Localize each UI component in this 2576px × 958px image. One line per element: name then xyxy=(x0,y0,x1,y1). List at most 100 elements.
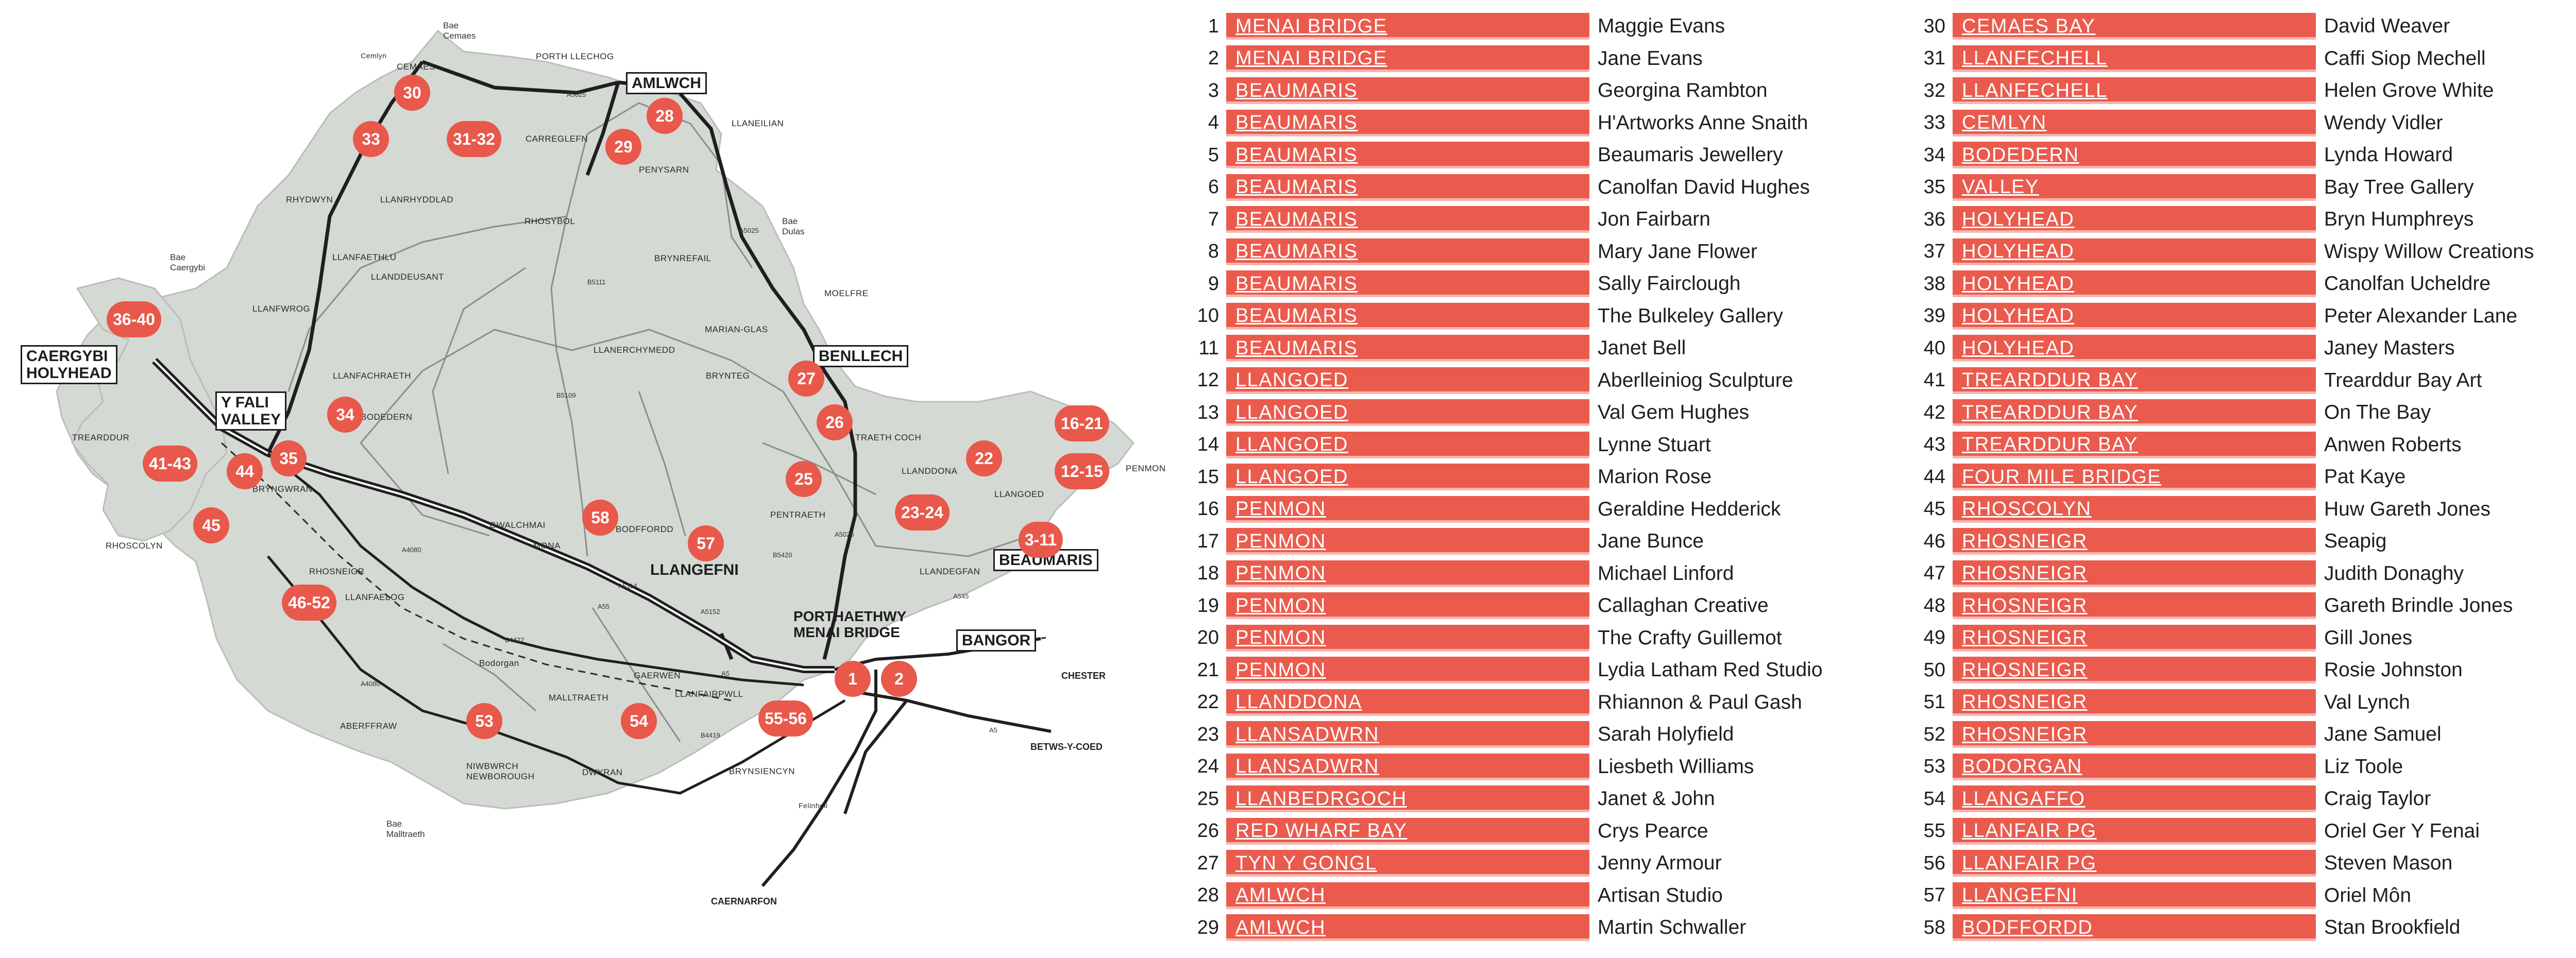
listing-location-link[interactable]: PENMON xyxy=(1226,657,1589,684)
listing-location-link[interactable]: FOUR MILE BRIDGE xyxy=(1953,464,2316,491)
listing-location-link[interactable]: HOLYHEAD xyxy=(1953,270,2316,298)
listing-location-link[interactable]: MENAI BRIDGE xyxy=(1226,13,1589,40)
listing-location-link[interactable]: TREARDDUR BAY xyxy=(1953,431,2316,458)
map-marker-57[interactable]: 57 xyxy=(688,525,724,561)
listing-location-link[interactable]: HOLYHEAD xyxy=(1953,238,2316,265)
listing-location-link[interactable]: BEAUMARIS xyxy=(1226,77,1589,105)
map-marker-27[interactable]: 27 xyxy=(788,361,824,397)
road-a5025-northeast: A5025 xyxy=(739,227,759,234)
listing-location-link[interactable]: LLANFECHELL xyxy=(1953,77,2316,105)
listing-location-link[interactable]: RHOSNEIGR xyxy=(1953,528,2316,555)
listing-location-link[interactable]: LLANGOED xyxy=(1226,399,1589,426)
map-marker-41-43[interactable]: 41-43 xyxy=(143,446,197,482)
listing-location-link[interactable]: LLANGOED xyxy=(1226,367,1589,394)
listing-location-link[interactable]: LLANFAIR PG xyxy=(1953,817,2316,845)
map-marker-55-56[interactable]: 55-56 xyxy=(758,700,813,737)
map-marker-12-15[interactable]: 12-15 xyxy=(1055,453,1109,489)
listing-location-link[interactable]: LLANFAIR PG xyxy=(1953,850,2316,877)
listing-artist-name: Gill Jones xyxy=(2324,626,2413,649)
listing-location-link[interactable]: HOLYHEAD xyxy=(1953,302,2316,330)
map-marker-36-40[interactable]: 36-40 xyxy=(107,301,161,337)
listing-artist-name: On The Bay xyxy=(2324,401,2431,424)
listing-location-link[interactable]: LLANGAFFO xyxy=(1953,785,2316,813)
listing-number: 21 xyxy=(1197,659,1219,681)
map-marker-16-21[interactable]: 16-21 xyxy=(1055,405,1109,441)
listing-location-link[interactable]: BODORGAN xyxy=(1953,753,2316,780)
map-marker-58[interactable]: 58 xyxy=(582,500,618,536)
listing-number: 17 xyxy=(1197,530,1219,552)
listing-row: 50 RHOSNEIGR Rosie Johnston xyxy=(1901,654,2534,687)
listing-location-link[interactable]: RHOSNEIGR xyxy=(1953,592,2316,620)
listing-location-link[interactable]: BEAUMARIS xyxy=(1226,174,1589,201)
listing-location-link[interactable]: VALLEY xyxy=(1953,174,2316,201)
listing-location-link[interactable]: TYN Y GONGL xyxy=(1226,850,1589,877)
listing-location-link[interactable]: BEAUMARIS xyxy=(1226,270,1589,298)
map-marker-25[interactable]: 25 xyxy=(786,461,822,497)
listing-location-link[interactable]: CEMAES BAY xyxy=(1953,13,2316,40)
listing-location-link[interactable]: LLANFECHELL xyxy=(1953,45,2316,72)
listing-number: 54 xyxy=(1923,788,1945,810)
listing-location-link[interactable]: RHOSNEIGR xyxy=(1953,624,2316,652)
listing-location-link[interactable]: PENMON xyxy=(1226,528,1589,555)
listing-location-link[interactable]: PENMON xyxy=(1226,624,1589,652)
listing-location-link[interactable]: PENMON xyxy=(1226,560,1589,587)
map-marker-53[interactable]: 53 xyxy=(466,703,502,739)
listing-location-link[interactable]: RED WHARF BAY xyxy=(1226,817,1589,845)
listing-location-link[interactable]: BEAUMARIS xyxy=(1226,142,1589,169)
map-marker-3-11[interactable]: 3-11 xyxy=(1018,522,1063,558)
road-a5025-east: A5025 xyxy=(835,531,854,538)
listing-location-link[interactable]: BODEDERN xyxy=(1953,142,2316,169)
map-marker-26[interactable]: 26 xyxy=(817,404,853,440)
listing-location-link[interactable]: TREARDDUR BAY xyxy=(1953,399,2316,426)
listing-location-link[interactable]: BEAUMARIS xyxy=(1226,109,1589,136)
place-rhoscolyn: RHOSCOLYN xyxy=(106,541,163,551)
place-felinheli: Felinheli xyxy=(799,801,828,810)
map-marker-2[interactable]: 2 xyxy=(881,661,917,697)
map-marker-54[interactable]: 54 xyxy=(621,703,657,739)
listing-location-link[interactable]: BEAUMARIS xyxy=(1226,302,1589,330)
road-a5025-north: A5025 xyxy=(567,91,586,98)
listing-location-link[interactable]: TREARDDUR BAY xyxy=(1953,367,2316,394)
listing-location-link[interactable]: BEAUMARIS xyxy=(1226,206,1589,233)
listing-row: 2 MENAI BRIDGE Jane Evans xyxy=(1175,43,1823,75)
listing-location-link[interactable]: LLANDDONA xyxy=(1226,689,1589,716)
listing-location-link[interactable]: BEAUMARIS xyxy=(1226,335,1589,362)
map-marker-33[interactable]: 33 xyxy=(353,121,389,157)
map-marker-23-24[interactable]: 23-24 xyxy=(895,494,950,531)
listing-location-link[interactable]: HOLYHEAD xyxy=(1953,335,2316,362)
listing-location-link[interactable]: AMLWCH xyxy=(1226,914,1589,942)
listing-number: 49 xyxy=(1923,627,1945,649)
listing-location-link[interactable]: RHOSCOLYN xyxy=(1953,495,2316,523)
map-marker-30[interactable]: 30 xyxy=(394,75,430,111)
map-marker-31-32[interactable]: 31-32 xyxy=(447,121,501,157)
map-marker-45[interactable]: 45 xyxy=(193,507,229,543)
map-marker-44[interactable]: 44 xyxy=(227,453,263,489)
listing-location-link[interactable]: RHOSNEIGR xyxy=(1953,721,2316,748)
listing-location-link[interactable]: AMLWCH xyxy=(1226,882,1589,909)
listing-location-link[interactable]: LLANSADWRN xyxy=(1226,753,1589,780)
map-marker-22[interactable]: 22 xyxy=(966,440,1002,476)
listing-location-link[interactable]: LLANSADWRN xyxy=(1226,721,1589,748)
listing-location-link[interactable]: RHOSNEIGR xyxy=(1953,657,2316,684)
listing-location-link[interactable]: PENMON xyxy=(1226,495,1589,523)
listing-location-link[interactable]: MENAI BRIDGE xyxy=(1226,45,1589,72)
listing-location-link[interactable]: LLANGOED xyxy=(1226,431,1589,458)
listing-location-link[interactable]: RHOSNEIGR xyxy=(1953,560,2316,587)
listing-location-link[interactable]: RHOSNEIGR xyxy=(1953,689,2316,716)
listing-location-link[interactable]: BODFFORDD xyxy=(1953,914,2316,942)
map-marker-28[interactable]: 28 xyxy=(647,98,683,134)
listing-location-link[interactable]: PENMON xyxy=(1226,592,1589,620)
map-marker-29[interactable]: 29 xyxy=(605,129,641,165)
place-gwalchmai: GWALCHMAI xyxy=(489,520,546,530)
map-marker-34[interactable]: 34 xyxy=(327,397,363,433)
listing-location-link[interactable]: CEMLYN xyxy=(1953,109,2316,136)
map-marker-35[interactable]: 35 xyxy=(270,440,307,476)
listing-location-link[interactable]: BEAUMARIS xyxy=(1226,238,1589,265)
listing-location-link[interactable]: HOLYHEAD xyxy=(1953,206,2316,233)
listing-location-link[interactable]: LLANGOED xyxy=(1226,464,1589,491)
map-marker-1[interactable]: 1 xyxy=(835,661,871,697)
listing-location-link[interactable]: LLANGEFNI xyxy=(1953,882,2316,909)
listing-location-link[interactable]: LLANBEDRGOCH xyxy=(1226,785,1589,813)
map-marker-46-52[interactable]: 46-52 xyxy=(282,585,336,621)
place-cemaes: CEMAES xyxy=(397,62,435,72)
